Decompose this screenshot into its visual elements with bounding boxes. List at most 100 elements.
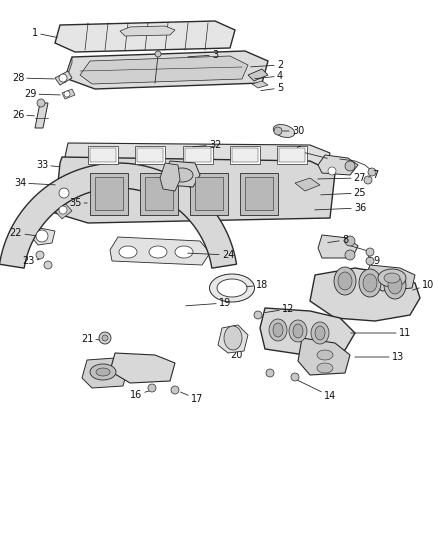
Ellipse shape [334,267,356,295]
Text: 23: 23 [22,256,39,266]
Ellipse shape [384,273,400,283]
Polygon shape [295,178,320,191]
Ellipse shape [269,319,287,341]
Polygon shape [110,237,210,265]
Ellipse shape [90,364,116,380]
Text: 29: 29 [24,89,60,99]
Polygon shape [90,148,116,162]
Polygon shape [55,185,75,201]
Polygon shape [183,146,213,164]
Circle shape [366,257,374,265]
Circle shape [37,99,45,107]
Ellipse shape [384,271,406,299]
Polygon shape [88,146,118,164]
Text: 22: 22 [10,228,35,238]
Circle shape [254,311,262,319]
Circle shape [59,188,69,198]
Ellipse shape [149,246,167,258]
Text: 11: 11 [351,328,411,338]
Text: 20: 20 [230,347,242,360]
Polygon shape [137,148,163,162]
Polygon shape [30,228,55,245]
Polygon shape [82,358,128,388]
Text: 8: 8 [328,235,348,245]
Polygon shape [240,173,278,215]
Text: 21: 21 [81,334,99,344]
Polygon shape [248,69,268,81]
Text: 30: 30 [283,126,304,136]
Circle shape [59,74,67,82]
Polygon shape [65,57,72,83]
Ellipse shape [317,363,333,373]
Text: 7: 7 [369,170,378,180]
Text: 6: 6 [295,146,327,158]
Circle shape [44,261,52,269]
Text: 34: 34 [14,178,55,188]
Ellipse shape [317,350,333,360]
Text: 24: 24 [188,250,234,260]
Circle shape [345,236,355,246]
Text: 5: 5 [261,83,283,93]
Text: 10: 10 [413,280,434,290]
Polygon shape [365,265,415,291]
Text: 19: 19 [186,298,231,308]
Polygon shape [260,308,355,355]
Ellipse shape [217,279,247,297]
Polygon shape [230,146,260,164]
Polygon shape [190,173,228,215]
Polygon shape [62,89,75,99]
Text: 4: 4 [255,71,283,81]
Polygon shape [318,155,358,175]
Polygon shape [120,26,175,36]
Polygon shape [232,148,258,162]
Polygon shape [195,177,223,210]
Polygon shape [135,146,165,164]
Text: 33: 33 [36,160,59,170]
Circle shape [102,335,108,341]
Circle shape [345,161,355,171]
Text: 13: 13 [355,352,404,362]
Ellipse shape [378,269,406,287]
Circle shape [266,369,274,377]
Polygon shape [110,353,175,383]
Ellipse shape [289,320,307,342]
Text: 14: 14 [297,380,336,401]
Circle shape [155,51,161,57]
Text: 26: 26 [12,110,34,120]
Circle shape [36,230,48,242]
Text: 32: 32 [193,140,221,150]
Circle shape [274,127,282,135]
Circle shape [364,176,372,184]
Circle shape [345,250,355,260]
Ellipse shape [119,246,137,258]
Ellipse shape [315,326,325,340]
Polygon shape [245,177,273,210]
Ellipse shape [311,322,329,344]
Polygon shape [55,71,72,85]
Ellipse shape [224,326,242,350]
Polygon shape [35,103,48,128]
Ellipse shape [273,125,295,138]
Ellipse shape [171,168,193,182]
Ellipse shape [96,368,110,376]
Polygon shape [140,173,178,215]
Circle shape [59,206,67,214]
Polygon shape [160,163,180,191]
Ellipse shape [273,323,283,337]
Circle shape [64,91,70,97]
Ellipse shape [388,276,402,294]
Circle shape [171,386,179,394]
Ellipse shape [338,272,352,290]
Text: 2: 2 [251,60,283,70]
Polygon shape [80,56,248,84]
Polygon shape [298,338,350,375]
Polygon shape [185,148,211,162]
Text: 3: 3 [188,50,218,60]
Polygon shape [145,177,173,210]
Polygon shape [279,148,305,162]
Text: 25: 25 [321,188,366,198]
Polygon shape [55,157,335,223]
Circle shape [36,251,44,259]
Text: 36: 36 [315,203,366,213]
Text: 18: 18 [247,280,268,290]
